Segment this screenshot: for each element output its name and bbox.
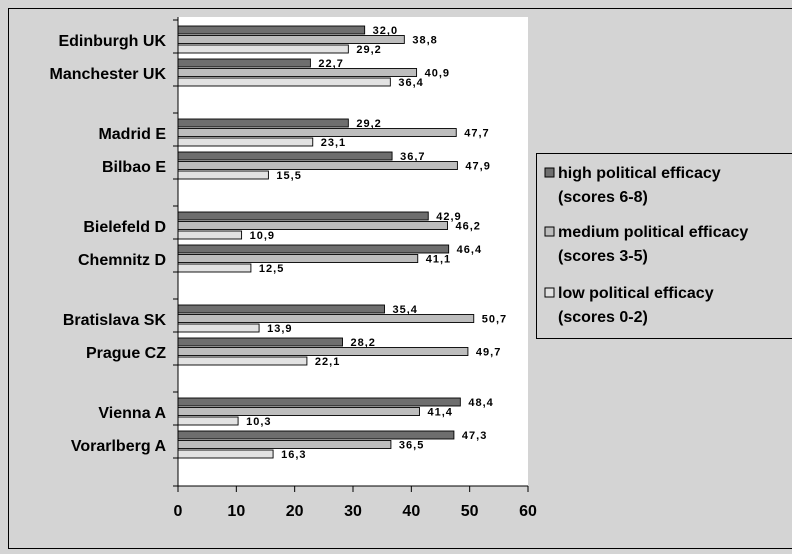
bar — [177, 337, 343, 347]
bar — [177, 128, 457, 137]
bar — [177, 211, 429, 221]
bar — [177, 323, 260, 333]
category-label: Vorarlberg A — [71, 438, 167, 455]
bar — [177, 118, 349, 128]
category-label: Madrid E — [98, 126, 166, 143]
category-label: Manchester UK — [50, 66, 167, 83]
bar — [177, 397, 461, 407]
data-label: 10,9 — [250, 230, 275, 242]
bar — [177, 430, 455, 440]
x-tick-label: 60 — [519, 503, 537, 520]
category-label: Chemnitz D — [78, 252, 166, 269]
data-label: 36,7 — [400, 151, 425, 163]
legend-label: high political efficacy — [558, 165, 721, 182]
data-label: 49,7 — [476, 347, 501, 359]
x-tick-label: 40 — [402, 503, 420, 520]
bar — [177, 407, 420, 416]
data-label: 42,9 — [436, 211, 461, 223]
data-label: 28,2 — [351, 337, 376, 349]
x-tick-label: 30 — [344, 503, 362, 520]
data-label: 41,4 — [428, 407, 453, 419]
data-label: 46,4 — [457, 244, 482, 256]
data-label: 47,3 — [462, 430, 487, 442]
bar — [177, 449, 274, 459]
data-label: 48,4 — [468, 397, 493, 409]
legend-label-sub: (scores 0-2) — [558, 309, 648, 326]
data-label: 47,9 — [465, 161, 490, 173]
data-label: 46,2 — [456, 221, 481, 233]
data-label: 22,1 — [315, 356, 340, 368]
bar — [177, 44, 349, 54]
legend-box — [536, 153, 792, 339]
data-label: 50,7 — [482, 314, 507, 326]
data-label: 29,2 — [356, 44, 381, 56]
x-tick-label: 50 — [461, 503, 479, 520]
bar — [177, 25, 366, 35]
data-label: 13,9 — [267, 323, 292, 335]
bar — [177, 244, 450, 254]
bar — [177, 230, 243, 240]
legend-label: medium political efficacy — [558, 224, 748, 241]
legend-swatch — [544, 287, 555, 298]
data-label: 35,4 — [393, 304, 418, 316]
data-label: 23,1 — [321, 137, 346, 149]
data-label: 38,8 — [412, 35, 437, 47]
legend-label: low political efficacy — [558, 285, 714, 302]
legend-swatch — [544, 226, 555, 237]
bar — [177, 356, 308, 366]
bar — [177, 68, 418, 77]
bar — [177, 347, 469, 356]
category-label: Edinburgh UK — [58, 33, 166, 50]
x-tick-label: 10 — [227, 503, 245, 520]
category-label: Bielefeld D — [83, 219, 166, 236]
bar — [177, 304, 385, 314]
x-tick-label: 0 — [174, 503, 183, 520]
category-label: Bratislava SK — [63, 312, 167, 329]
bar — [177, 263, 252, 273]
data-label: 22,7 — [318, 58, 343, 70]
data-label: 32,0 — [373, 25, 398, 37]
data-label: 40,9 — [425, 68, 450, 80]
bar — [177, 35, 405, 44]
legend-label-sub: (scores 3-5) — [558, 248, 648, 265]
bar — [177, 314, 475, 323]
legend-swatch — [544, 167, 555, 178]
data-label: 41,1 — [426, 254, 451, 266]
bar — [177, 161, 458, 170]
bar — [177, 254, 419, 263]
x-tick-label: 20 — [286, 503, 304, 520]
data-label: 29,2 — [356, 118, 381, 130]
bar — [177, 137, 314, 147]
bar — [177, 416, 239, 426]
data-label: 10,3 — [246, 416, 271, 428]
category-label: Prague CZ — [86, 345, 166, 362]
bar — [177, 77, 391, 87]
data-label: 36,4 — [398, 77, 423, 89]
data-label: 12,5 — [259, 263, 284, 275]
data-label: 47,7 — [464, 128, 489, 140]
bar — [177, 151, 393, 161]
data-label: 16,3 — [281, 449, 306, 461]
data-label: 15,5 — [276, 170, 301, 182]
bar — [177, 221, 448, 230]
bar — [177, 170, 269, 180]
category-label: Vienna A — [98, 405, 166, 422]
legend-label-sub: (scores 6-8) — [558, 189, 648, 206]
bar — [177, 440, 392, 449]
data-label: 36,5 — [399, 440, 424, 452]
bar — [177, 58, 311, 68]
category-label: Bilbao E — [102, 159, 166, 176]
